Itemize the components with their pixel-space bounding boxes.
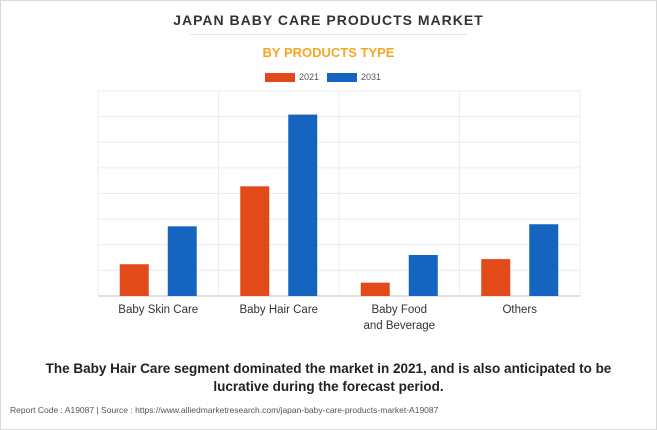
source-footer: Report Code : A19087 | Source : https://… [10,405,439,415]
chart-title: JAPAN BABY CARE PRODUCTS MARKET [173,12,484,28]
bar-2031 [167,226,197,296]
legend-label-2021: 2021 [299,72,320,82]
bar-2021 [360,282,390,296]
x-tick-label: Baby Skin Care [118,304,198,316]
bar-2031 [288,114,318,296]
legend-item-2021: 2021 [265,72,319,82]
x-tick-label: Baby Hair Care [239,304,318,316]
chart-caption: The Baby Hair Care segment dominated the… [45,361,612,394]
title-divider [190,34,467,35]
bar-2031 [408,255,438,296]
x-tick-label: Baby Food and Beverage [363,304,435,332]
chart-legend: 2021 2031 [265,72,389,82]
legend-swatch-2021 [265,72,295,82]
legend-swatch-2031 [327,72,358,82]
legend-label-2031: 2031 [361,72,382,82]
chart-subtitle: BY PRODUCTS TYPE [262,45,395,60]
bar-2021 [240,186,270,296]
bar-2021 [481,259,511,296]
bar-2031 [529,224,559,296]
x-tick-label: Others [502,304,537,316]
legend-item-2031: 2031 [327,72,381,82]
bar-2021 [119,264,149,296]
